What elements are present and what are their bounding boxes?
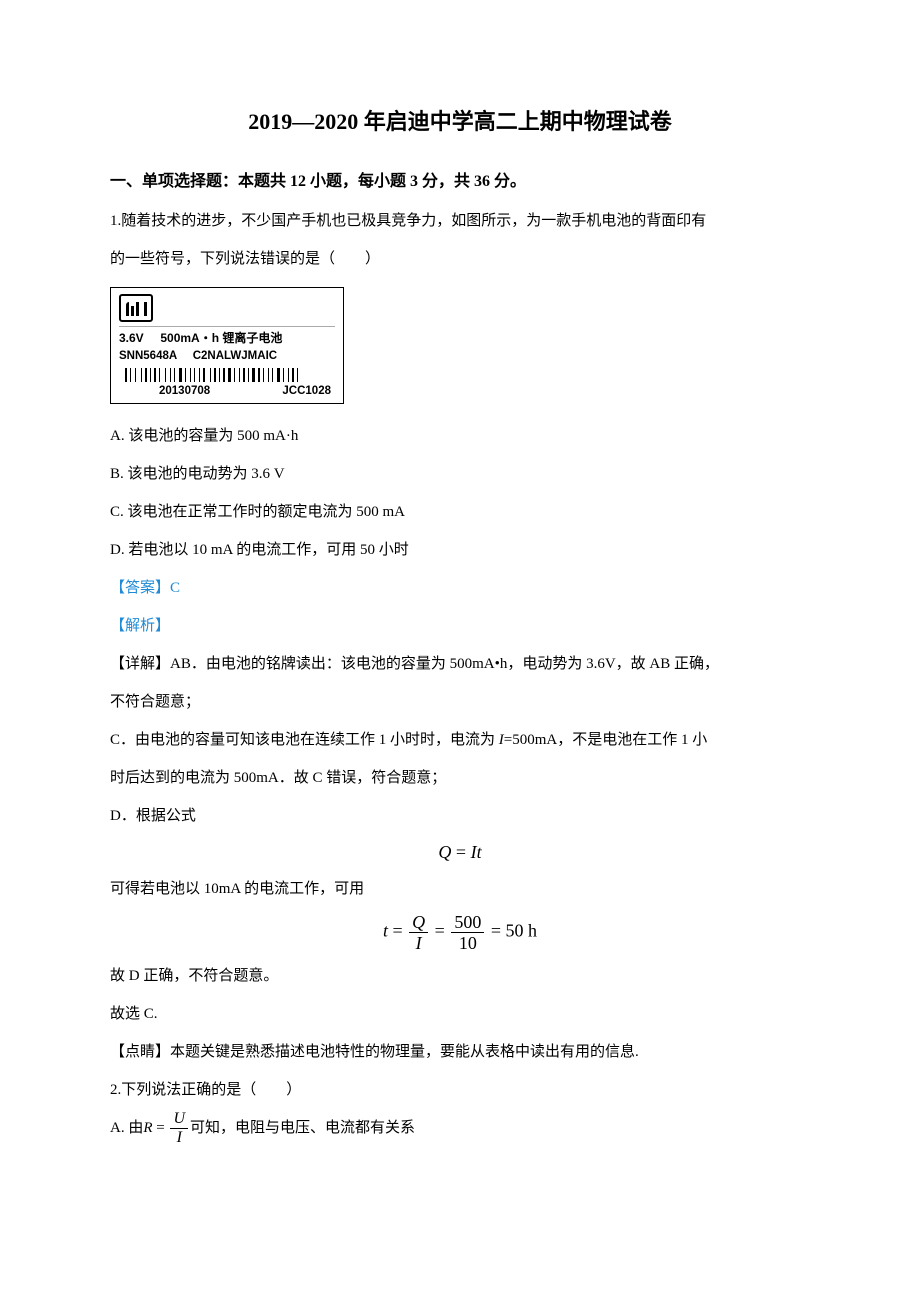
- q1-choice-d: D. 若电池以 10 mA 的电流工作，可用 50 小时: [110, 532, 810, 568]
- q2-a-pre: A. 由: [110, 1120, 143, 1136]
- barcode-icon: [119, 366, 335, 382]
- eq-1: =: [388, 920, 407, 940]
- detail-d: D．根据公式: [110, 798, 810, 834]
- num-q: Q: [409, 913, 428, 933]
- eq-2: =: [430, 920, 449, 940]
- detail-calc: 可得若电池以 10mA 的电流工作，可用: [110, 871, 810, 907]
- eq-sign: =: [451, 842, 470, 862]
- battery-top-row: [119, 294, 335, 327]
- tips: 【点睛】本题关键是熟悉描述电池特性的物理量，要能从表格中读出有用的信息.: [110, 1034, 810, 1070]
- section-header: 一、单项选择题：本题共 12 小题，每小题 3 分，共 36 分。: [110, 163, 810, 201]
- explain-label: 【解析】: [110, 608, 810, 644]
- mi-logo-icon: [119, 294, 153, 322]
- frac-ui: UI: [170, 1111, 188, 1146]
- res-50: 50: [505, 920, 523, 940]
- battery-model-b: C2NALWJMAIC: [193, 350, 277, 362]
- var-r: R: [143, 1120, 152, 1136]
- q2-a-post: 可知，电阻与电压、电流都有关系: [190, 1120, 415, 1136]
- battery-date-line: 20130708 JCC1028: [119, 382, 335, 399]
- q2-stem: 2.下列说法正确的是（ ）: [110, 1072, 810, 1108]
- battery-spec-line: 3.6V 500mA・h 锂离子电池: [119, 329, 335, 347]
- detail-ab-1: 【详解】AB．由电池的铭牌读出：该电池的容量为 500mA•h，电动势为 3.6…: [110, 646, 810, 682]
- detail-c-2: 时后达到的电流为 500mA．故 C 错误，符合题意；: [110, 760, 810, 796]
- den-i2: I: [170, 1129, 188, 1146]
- q1-choice-c: C. 该电池在正常工作时的额定电流为 500 mA: [110, 494, 810, 530]
- battery-date: 20130708: [159, 384, 210, 399]
- num-u: U: [170, 1111, 188, 1129]
- eq-3: =: [486, 920, 505, 940]
- q1-stem-2: 的一些符号，下列说法错误的是（ ）: [110, 241, 810, 277]
- page-title: 2019—2020 年启迪中学高二上期中物理试卷: [110, 96, 810, 149]
- battery-code: JCC1028: [282, 384, 331, 399]
- q1-choice-a: A. 该电池的容量为 500 mA·h: [110, 418, 810, 454]
- var-q: Q: [438, 842, 451, 862]
- battery-model-a: SNN5648A: [119, 350, 177, 362]
- q2-choice-a: A. 由R = UI可知，电阻与电压、电流都有关系: [110, 1110, 810, 1146]
- battery-voltage: 3.6V: [119, 331, 144, 345]
- den-i: I: [409, 933, 428, 952]
- unit-h: h: [528, 920, 537, 940]
- eq-r: =: [153, 1120, 169, 1136]
- num-500: 500: [451, 913, 484, 933]
- detail-d-correct: 故 D 正确，不符合题意。: [110, 958, 810, 994]
- detail-c-1: C．由电池的容量可知该电池在连续工作 1 小时时，电流为 I=500mA，不是电…: [110, 722, 810, 758]
- detail-c-pre: C．由电池的容量可知该电池在连续工作 1 小时时，电流为: [110, 732, 499, 748]
- q1-stem-1: 1.随着技术的进步，不少国产手机也已极具竞争力，如图所示，为一款手机电池的背面印…: [110, 203, 810, 239]
- den-10: 10: [451, 933, 484, 952]
- frac-qi: QI: [409, 913, 428, 952]
- battery-capacity: 500mA・h 锂离子电池: [160, 331, 282, 345]
- detail-ab-2: 不符合题意；: [110, 684, 810, 720]
- final-choice: 故选 C.: [110, 996, 810, 1032]
- frac-500-10: 50010: [451, 913, 484, 952]
- answer-label: 【答案】C: [110, 570, 810, 606]
- formula-t: t = QI = 50010 = 50 h: [110, 913, 810, 952]
- battery-model-line: SNN5648A C2NALWJMAIC: [119, 347, 335, 366]
- var-it: It: [471, 842, 482, 862]
- q1-choice-b: B. 该电池的电动势为 3.6 V: [110, 456, 810, 492]
- battery-label-box: 3.6V 500mA・h 锂离子电池 SNN5648A C2NALWJMAIC …: [110, 287, 344, 403]
- formula-q-it: Q = It: [110, 840, 810, 865]
- detail-c-post: =500mA，不是电池在工作 1 小: [504, 732, 707, 748]
